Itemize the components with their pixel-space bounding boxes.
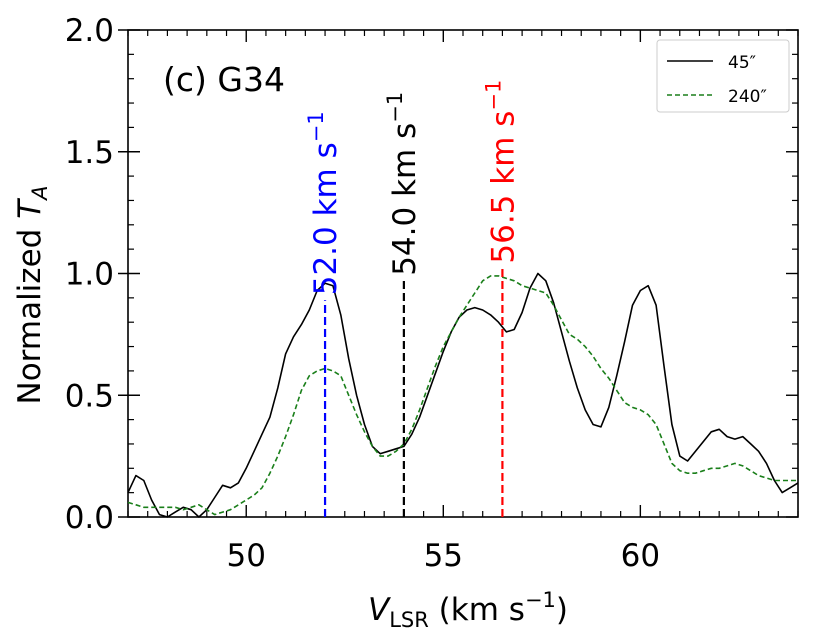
series-layer [127, 272, 799, 518]
panel-label: (c) G34 [163, 60, 285, 99]
axes: 50 55 60 0.0 0.5 1.0 1.5 2.0 [65, 13, 799, 574]
x-tick-label: 50 [227, 538, 266, 574]
legend-label-45: 45″ [728, 53, 756, 73]
y-tick-label: 1.0 [65, 257, 114, 293]
legend: 45″ 240″ [656, 39, 790, 113]
y-tick-label: 2.0 [65, 13, 114, 49]
y-tick-label: 0.5 [65, 378, 114, 414]
series-line-240 [127, 275, 798, 516]
velocity-marker-label: 52.0 km s−1 [304, 111, 344, 295]
legend-label-240: 240″ [728, 87, 767, 107]
y-tick-label: 0.0 [65, 500, 114, 536]
x-tick-label: 60 [621, 538, 660, 574]
velocity-marker-label: 56.5 km s−1 [481, 80, 521, 264]
x-tick-label: 55 [424, 538, 463, 574]
y-axis-label: Normalized TA [12, 186, 52, 405]
series-line-45 [127, 272, 799, 518]
velocity-marker-label: 54.0 km s−1 [383, 92, 423, 276]
x-axis-label: VLSR (km s−1) [368, 588, 568, 632]
legend-box [656, 39, 790, 113]
velocity-markers: 52.0 km s−1 54.0 km s−1 56.5 km s−1 [304, 80, 521, 517]
y-tick-label: 1.5 [65, 135, 114, 171]
